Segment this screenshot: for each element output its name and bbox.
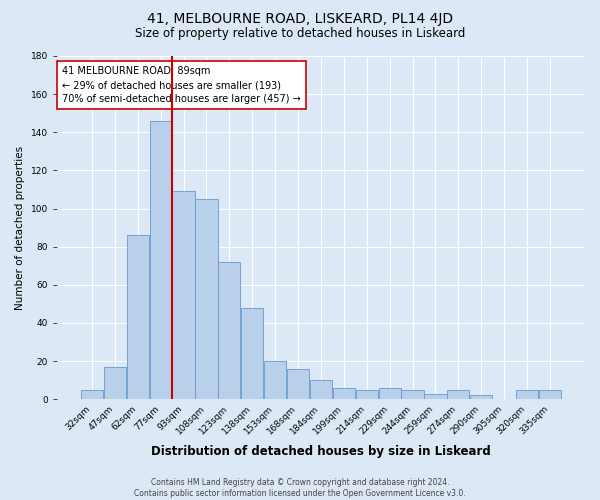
Bar bbox=[104, 367, 126, 399]
X-axis label: Distribution of detached houses by size in Liskeard: Distribution of detached houses by size … bbox=[151, 444, 491, 458]
Text: Size of property relative to detached houses in Liskeard: Size of property relative to detached ho… bbox=[135, 28, 465, 40]
Bar bbox=[516, 390, 538, 399]
Bar bbox=[333, 388, 355, 399]
Bar bbox=[447, 390, 469, 399]
Bar bbox=[356, 390, 378, 399]
Text: Contains HM Land Registry data © Crown copyright and database right 2024.
Contai: Contains HM Land Registry data © Crown c… bbox=[134, 478, 466, 498]
Bar bbox=[470, 396, 493, 399]
Bar bbox=[127, 235, 149, 399]
Bar bbox=[172, 192, 194, 399]
Bar bbox=[81, 390, 103, 399]
Bar bbox=[379, 388, 401, 399]
Bar bbox=[539, 390, 561, 399]
Bar bbox=[218, 262, 241, 399]
Bar bbox=[149, 121, 172, 399]
Bar bbox=[196, 199, 218, 399]
Bar bbox=[241, 308, 263, 399]
Bar bbox=[287, 368, 309, 399]
Y-axis label: Number of detached properties: Number of detached properties bbox=[15, 146, 25, 310]
Text: 41 MELBOURNE ROAD: 89sqm
← 29% of detached houses are smaller (193)
70% of semi-: 41 MELBOURNE ROAD: 89sqm ← 29% of detach… bbox=[62, 66, 301, 104]
Bar bbox=[310, 380, 332, 399]
Bar bbox=[264, 361, 286, 399]
Text: 41, MELBOURNE ROAD, LISKEARD, PL14 4JD: 41, MELBOURNE ROAD, LISKEARD, PL14 4JD bbox=[147, 12, 453, 26]
Bar bbox=[401, 390, 424, 399]
Bar bbox=[424, 394, 446, 399]
